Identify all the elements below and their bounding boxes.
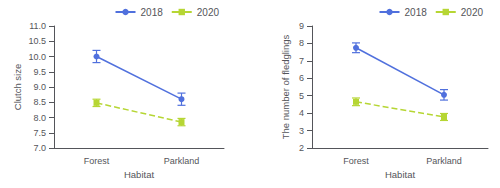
svg-text:Habitat: Habitat: [385, 169, 415, 180]
svg-text:9.0: 9.0: [33, 82, 46, 92]
svg-text:The number of fledglings: The number of fledglings: [280, 34, 291, 139]
svg-text:11.0: 11.0: [29, 21, 46, 31]
svg-text:2: 2: [299, 143, 304, 153]
svg-text:6: 6: [299, 73, 304, 83]
svg-text:2020: 2020: [197, 7, 220, 18]
svg-text:3: 3: [299, 126, 304, 136]
svg-text:2020: 2020: [461, 7, 484, 18]
svg-text:Parkland: Parkland: [164, 156, 200, 166]
svg-text:Clutch size: Clutch size: [12, 64, 23, 110]
svg-text:Habitat: Habitat: [124, 169, 154, 180]
svg-text:4: 4: [299, 108, 304, 118]
svg-text:Forest: Forest: [84, 156, 110, 166]
svg-text:10.0: 10.0: [28, 52, 46, 62]
svg-text:Forest: Forest: [343, 156, 369, 166]
svg-text:2018: 2018: [141, 7, 164, 18]
svg-text:7.0: 7.0: [33, 143, 46, 153]
svg-text:Parkland: Parkland: [426, 156, 462, 166]
svg-text:8.0: 8.0: [33, 113, 46, 123]
svg-text:9.5: 9.5: [33, 67, 46, 77]
svg-text:7.5: 7.5: [33, 128, 46, 138]
svg-text:7: 7: [299, 56, 304, 66]
svg-text:2018: 2018: [405, 7, 428, 18]
svg-text:10.5: 10.5: [28, 36, 46, 46]
svg-text:8: 8: [299, 38, 304, 48]
svg-text:8.5: 8.5: [33, 97, 46, 107]
svg-text:5: 5: [299, 91, 304, 101]
svg-text:9: 9: [299, 21, 304, 31]
